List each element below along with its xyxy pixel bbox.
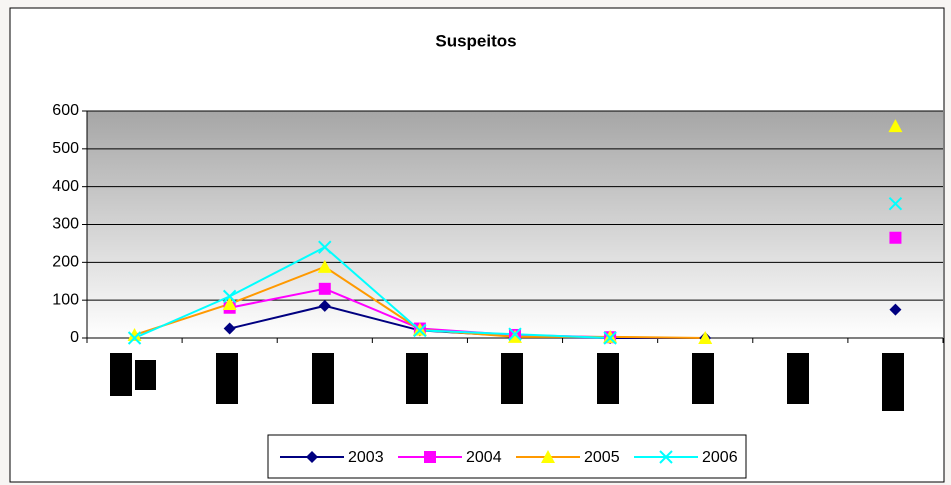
marker [127, 327, 142, 341]
y-tick-label: 100 [52, 291, 79, 308]
marker [222, 289, 237, 304]
y-tick-label: 500 [52, 140, 79, 157]
marker [318, 299, 331, 312]
marker [508, 329, 522, 343]
marker [889, 231, 902, 244]
redaction [597, 353, 619, 404]
redaction [882, 353, 904, 411]
marker [698, 331, 713, 344]
redaction [312, 353, 334, 404]
y-tick-label: 200 [52, 254, 79, 271]
marker [888, 196, 903, 211]
y-tick-label: 0 [70, 329, 79, 346]
y-tick-label: 600 [52, 102, 79, 119]
marker [223, 322, 236, 335]
legend-label: 2004 [466, 449, 502, 466]
redaction [216, 353, 238, 404]
redaction [110, 353, 132, 396]
marker [659, 450, 673, 464]
chart-title: Suspeitos [435, 31, 516, 50]
marker [306, 451, 318, 463]
marker [889, 303, 902, 316]
y-tick-label: 400 [52, 178, 79, 195]
marker [603, 331, 617, 345]
redaction [406, 353, 428, 404]
marker [127, 331, 142, 345]
marker [888, 119, 903, 133]
marker [508, 327, 522, 341]
redaction [501, 353, 523, 404]
marker [222, 296, 237, 310]
legend-label: 2005 [584, 449, 620, 466]
marker [413, 323, 427, 338]
marker [318, 240, 332, 254]
legend-label: 2003 [348, 449, 384, 466]
marker [424, 451, 436, 463]
redaction [692, 353, 714, 404]
y-tick-label: 300 [52, 216, 79, 233]
marker [317, 259, 332, 273]
marker [318, 282, 331, 295]
redaction [787, 353, 809, 404]
redaction [135, 360, 156, 390]
marker [541, 450, 555, 463]
marker [603, 329, 618, 343]
legend-label: 2006 [702, 449, 738, 466]
redactions [110, 353, 904, 411]
